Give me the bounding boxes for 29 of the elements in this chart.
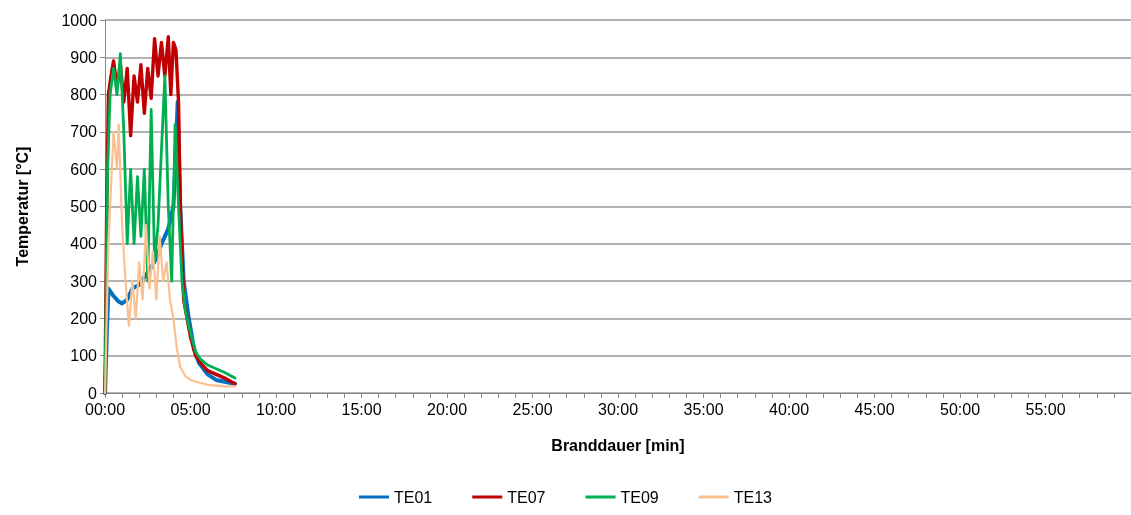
x-tick-label: 55:00: [1025, 400, 1066, 418]
x-tick-label: 10:00: [255, 400, 297, 418]
y-tick-label: 700: [70, 123, 98, 141]
y-tick-label: 1000: [61, 11, 98, 29]
x-tick-label: 00:00: [84, 400, 126, 418]
y-tick-label: 300: [70, 272, 98, 290]
x-tick-label: 35:00: [683, 400, 724, 418]
y-tick-label: 100: [70, 347, 98, 365]
y-tick-label: 800: [70, 86, 98, 104]
legend-label: TE01: [394, 488, 433, 506]
x-tick-label: 25:00: [512, 400, 553, 418]
x-tick-label: 15:00: [341, 400, 382, 418]
x-tick-label: 50:00: [939, 400, 981, 418]
legend-label: TE09: [620, 488, 659, 506]
x-tick-label: 05:00: [170, 400, 211, 418]
y-tick-label: 0: [88, 384, 98, 402]
legend-label: TE13: [733, 488, 773, 506]
y-axis-title: Temperatur [°C]: [13, 146, 31, 267]
y-tick-label: 600: [70, 160, 98, 178]
x-axis-title: Branddauer [min]: [551, 436, 685, 454]
y-tick-label: 900: [70, 48, 98, 66]
y-tick-label: 200: [70, 309, 98, 327]
y-tick-label: 500: [70, 198, 98, 215]
legend-label: TE07: [507, 488, 546, 506]
x-tick-label: 20:00: [426, 400, 468, 418]
x-tick-label: 30:00: [597, 400, 639, 418]
x-tick-label: 40:00: [768, 400, 810, 418]
x-tick-label: 45:00: [854, 400, 895, 418]
y-tick-label: 400: [70, 235, 98, 253]
